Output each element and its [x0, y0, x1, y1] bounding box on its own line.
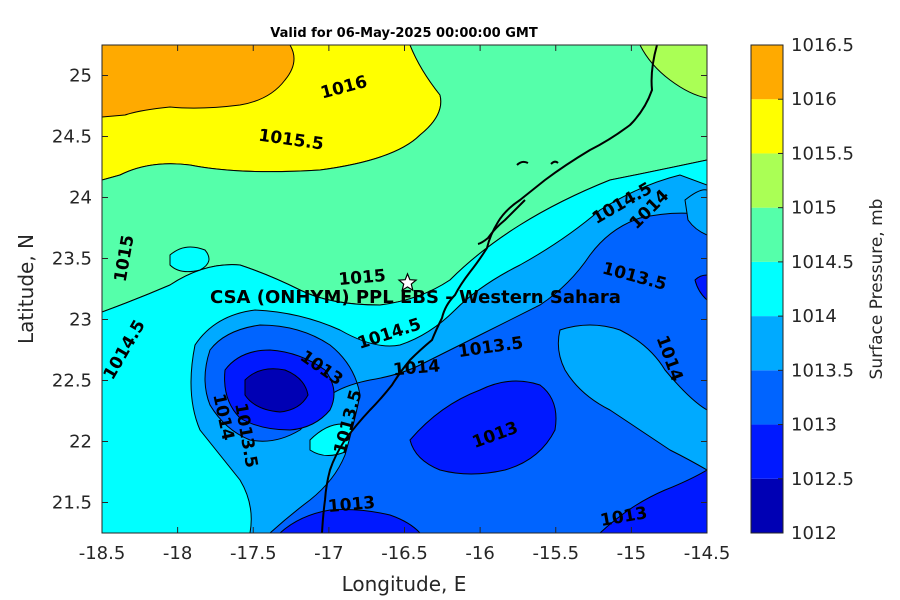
colorbar-tick-label: 1012 — [791, 523, 837, 544]
colorbar-swatch — [751, 424, 783, 479]
plot-area — [102, 45, 707, 533]
colorbar-swatch — [751, 207, 783, 262]
field-1012-5-c — [599, 469, 707, 533]
colorbar-frame — [750, 44, 784, 534]
y-tick-label: 24.5 — [52, 127, 92, 148]
y-tick-label: 22 — [69, 432, 92, 453]
x-tick-label: -16 — [465, 543, 494, 564]
chart-title: Valid for 06-May-2025 00:00:00 GMT — [270, 26, 538, 41]
x-tick-label: -16.5 — [381, 543, 428, 564]
field-1012-core — [244, 368, 309, 413]
site-marker: CSA (ONHYM) PPL EBS - Western Sahara — [210, 272, 621, 308]
site-label: CSA (ONHYM) PPL EBS - Western Sahara — [210, 287, 621, 308]
contour-label: 1013 — [327, 493, 376, 517]
field-1013 — [204, 212, 707, 533]
x-tick-label: -15 — [617, 543, 646, 564]
y-tick-label: 25 — [69, 66, 92, 87]
y-tick-label: 24 — [69, 188, 92, 209]
x-tick-label: -14.5 — [684, 543, 731, 564]
field-1016 — [102, 45, 295, 118]
coastline — [321, 45, 658, 533]
colorbar-label: Surface Pressure, mb — [867, 199, 887, 380]
colorbar-tick-label: 1014 — [791, 306, 837, 327]
star-icon — [397, 272, 418, 292]
contour-label: 1014 — [392, 356, 441, 380]
colorbar-tick-label: 1016.5 — [791, 35, 854, 56]
colorbar-tick-label: 1015.5 — [791, 143, 854, 164]
x-tick-label: -18.5 — [79, 543, 126, 564]
x-axis: -18.5 -18 -17.5 -17 -16.5 -16 -15.5 -15 -14.5 — [79, 45, 731, 564]
y-tick-label: 23 — [69, 310, 92, 331]
colorbar-swatch — [751, 45, 783, 100]
field-1012-5-b — [409, 380, 557, 475]
field-1013-5-ne — [684, 189, 707, 236]
x-tick-label: -18 — [163, 543, 192, 564]
x-tick-label: -15.5 — [532, 543, 579, 564]
x-tick-label: -17.5 — [230, 543, 277, 564]
y-axis-label: Latitude, N — [14, 234, 38, 344]
field-1014-islet — [169, 246, 210, 273]
contour-label: 1015 — [338, 266, 387, 290]
colorbar-tick-label: 1013.5 — [791, 360, 854, 381]
x-axis-label: Longitude, E — [342, 572, 467, 596]
colorbar-swatch — [751, 370, 783, 425]
colorbar-tick-label: 1012.5 — [791, 469, 854, 490]
colorbar-tick-label: 1016 — [791, 89, 837, 110]
field-1012-5-e — [694, 274, 707, 301]
colorbar-tick-label: 1014.5 — [791, 252, 854, 273]
field-1015-ne — [639, 45, 707, 99]
field-1012-5-d — [279, 509, 421, 533]
colorbar-swatch — [751, 99, 783, 154]
field-1013-5-east — [557, 324, 707, 471]
colorbar-swatch — [751, 153, 783, 208]
y-tick-label: 23.5 — [52, 249, 92, 270]
colorbar-tick-label: 1015 — [791, 198, 837, 219]
y-axis: 21.5 22 22.5 23 23.5 24 24.5 25 — [52, 66, 707, 514]
colorbar-tick-label: 1013 — [791, 415, 837, 436]
x-tick-label: -17 — [314, 543, 343, 564]
colorbar-swatch — [751, 478, 783, 533]
colorbar-swatch — [751, 316, 783, 371]
colorbar-swatch — [751, 261, 783, 317]
colorbar: 1012 1012.5 1013 1013.5 1014 1014.5 1015 1015.5… — [750, 35, 854, 544]
y-tick-label: 21.5 — [52, 493, 92, 514]
y-tick-label: 22.5 — [52, 371, 92, 392]
